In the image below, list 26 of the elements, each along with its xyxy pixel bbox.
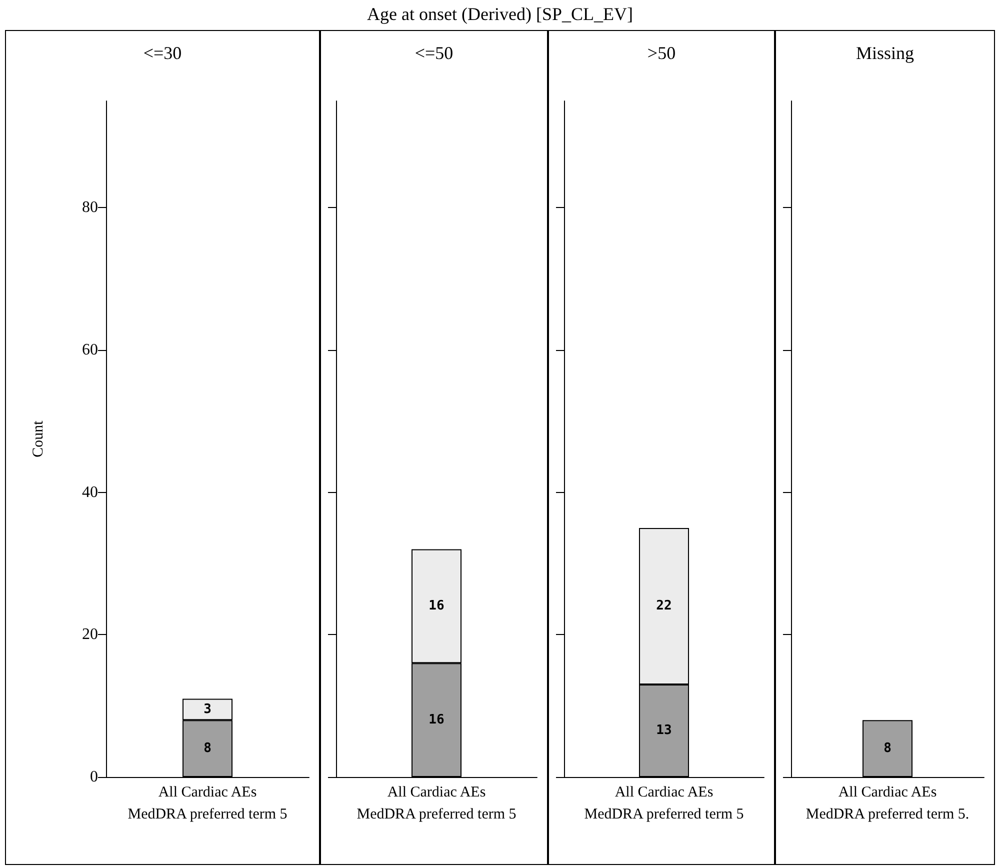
- chart-title: <=50: [414, 43, 454, 63]
- data-label: 13: [656, 723, 672, 738]
- y-tick-label: 80: [82, 199, 98, 216]
- x-axis-title: MedDRA preferred term 5.: [806, 806, 970, 822]
- y-tick-label: 60: [82, 342, 98, 359]
- data-label: 8: [204, 741, 212, 756]
- x-axis-title: MedDRA preferred term 5: [128, 806, 288, 822]
- x-axis-title: MedDRA preferred term 5: [584, 806, 744, 822]
- chart-title: >50: [647, 43, 676, 63]
- data-label: 16: [428, 712, 444, 728]
- x-tick-label: All Cardiac AEs: [614, 784, 714, 800]
- x-tick-label: All Cardiac AEs: [158, 784, 257, 800]
- data-label: 8: [884, 741, 892, 756]
- y-tick-label: 40: [82, 484, 98, 501]
- x-tick-label: All Cardiac AEs: [838, 784, 937, 800]
- data-label: 16: [428, 598, 444, 614]
- x-axis-title: MedDRA preferred term 5: [356, 806, 516, 822]
- data-label: 22: [656, 598, 672, 614]
- chart-title: <=30: [143, 43, 182, 63]
- text: Age at onset (Derived) [SP_CL_EV]: [366, 4, 634, 25]
- y-tick-label: 20: [82, 626, 98, 644]
- x-tick-label: All Cardiac AEs: [387, 784, 486, 800]
- y-axis-title: Count: [30, 420, 46, 458]
- y-tick-label: 0: [90, 768, 98, 786]
- chart-title: Missing: [856, 43, 914, 63]
- data-label: 3: [204, 702, 212, 717]
